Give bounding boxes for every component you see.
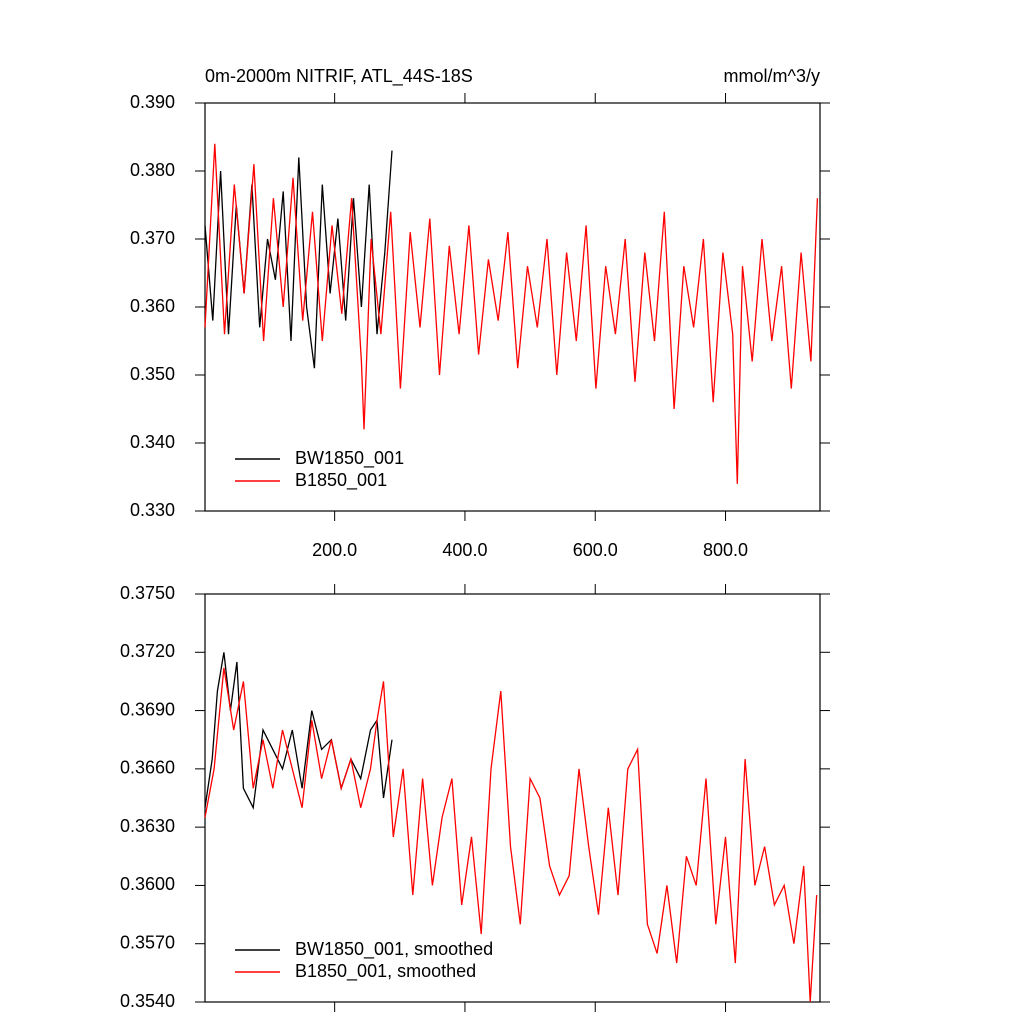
x-tick-label: 800.0 bbox=[703, 540, 748, 560]
y-tick-label: 0.3570 bbox=[120, 932, 175, 952]
y-tick-label: 0.3660 bbox=[120, 758, 175, 778]
y-tick-label: 0.350 bbox=[130, 364, 175, 384]
legend-label: B1850_001, smoothed bbox=[295, 961, 476, 982]
y-tick-label: 0.3600 bbox=[120, 874, 175, 894]
y-tick-label: 0.3630 bbox=[120, 816, 175, 836]
y-tick-label: 0.360 bbox=[130, 296, 175, 316]
series-line bbox=[204, 667, 818, 1003]
y-tick-label: 0.3690 bbox=[120, 699, 175, 719]
legend-label: BW1850_001 bbox=[295, 448, 404, 469]
y-tick-label: 0.330 bbox=[130, 500, 175, 520]
legend-label: BW1850_001, smoothed bbox=[295, 939, 493, 960]
legend-label: B1850_001 bbox=[295, 470, 387, 491]
plot-frame bbox=[204, 593, 821, 1003]
x-tick-label: 400.0 bbox=[442, 540, 487, 560]
y-tick-label: 0.340 bbox=[130, 432, 175, 452]
units-label: mmol/m^3/y bbox=[724, 66, 820, 86]
y-tick-label: 0.380 bbox=[130, 160, 175, 180]
y-tick-label: 0.3540 bbox=[120, 991, 175, 1011]
y-tick-label: 0.3720 bbox=[120, 641, 175, 661]
x-tick-label: 200.0 bbox=[312, 540, 357, 560]
x-tick-label: 600.0 bbox=[573, 540, 618, 560]
chart-title: 0m-2000m NITRIF, ATL_44S-18S bbox=[205, 66, 473, 87]
y-tick-label: 0.390 bbox=[130, 92, 175, 112]
series-line bbox=[204, 143, 819, 484]
y-tick-label: 0.370 bbox=[130, 228, 175, 248]
y-tick-label: 0.3750 bbox=[120, 583, 175, 603]
